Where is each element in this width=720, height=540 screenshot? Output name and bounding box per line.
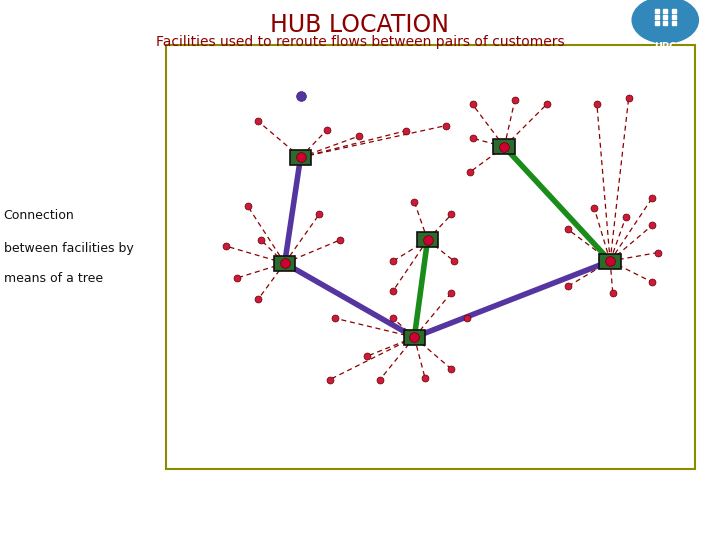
Text: means of a tree: means of a tree [4,272,103,285]
Text: Location problems on networks with routing   •  E Fernández  •  TGS 2010  •  Jar: Location problems on networks with routi… [85,515,635,526]
FancyBboxPatch shape [599,254,621,268]
Text: HUB LOCATION: HUB LOCATION [271,12,449,37]
Circle shape [632,0,698,43]
FancyBboxPatch shape [403,330,425,345]
Text: Connection: Connection [4,209,74,222]
FancyBboxPatch shape [417,232,438,247]
Text: between facilities by: between facilities by [4,241,133,254]
FancyBboxPatch shape [493,139,515,154]
Text: Facilities used to reroute flows between pairs of customers: Facilities used to reroute flows between… [156,35,564,49]
Bar [166,45,695,469]
Text: UPC: UPC [654,42,676,52]
FancyBboxPatch shape [274,255,295,271]
FancyBboxPatch shape [289,150,311,165]
